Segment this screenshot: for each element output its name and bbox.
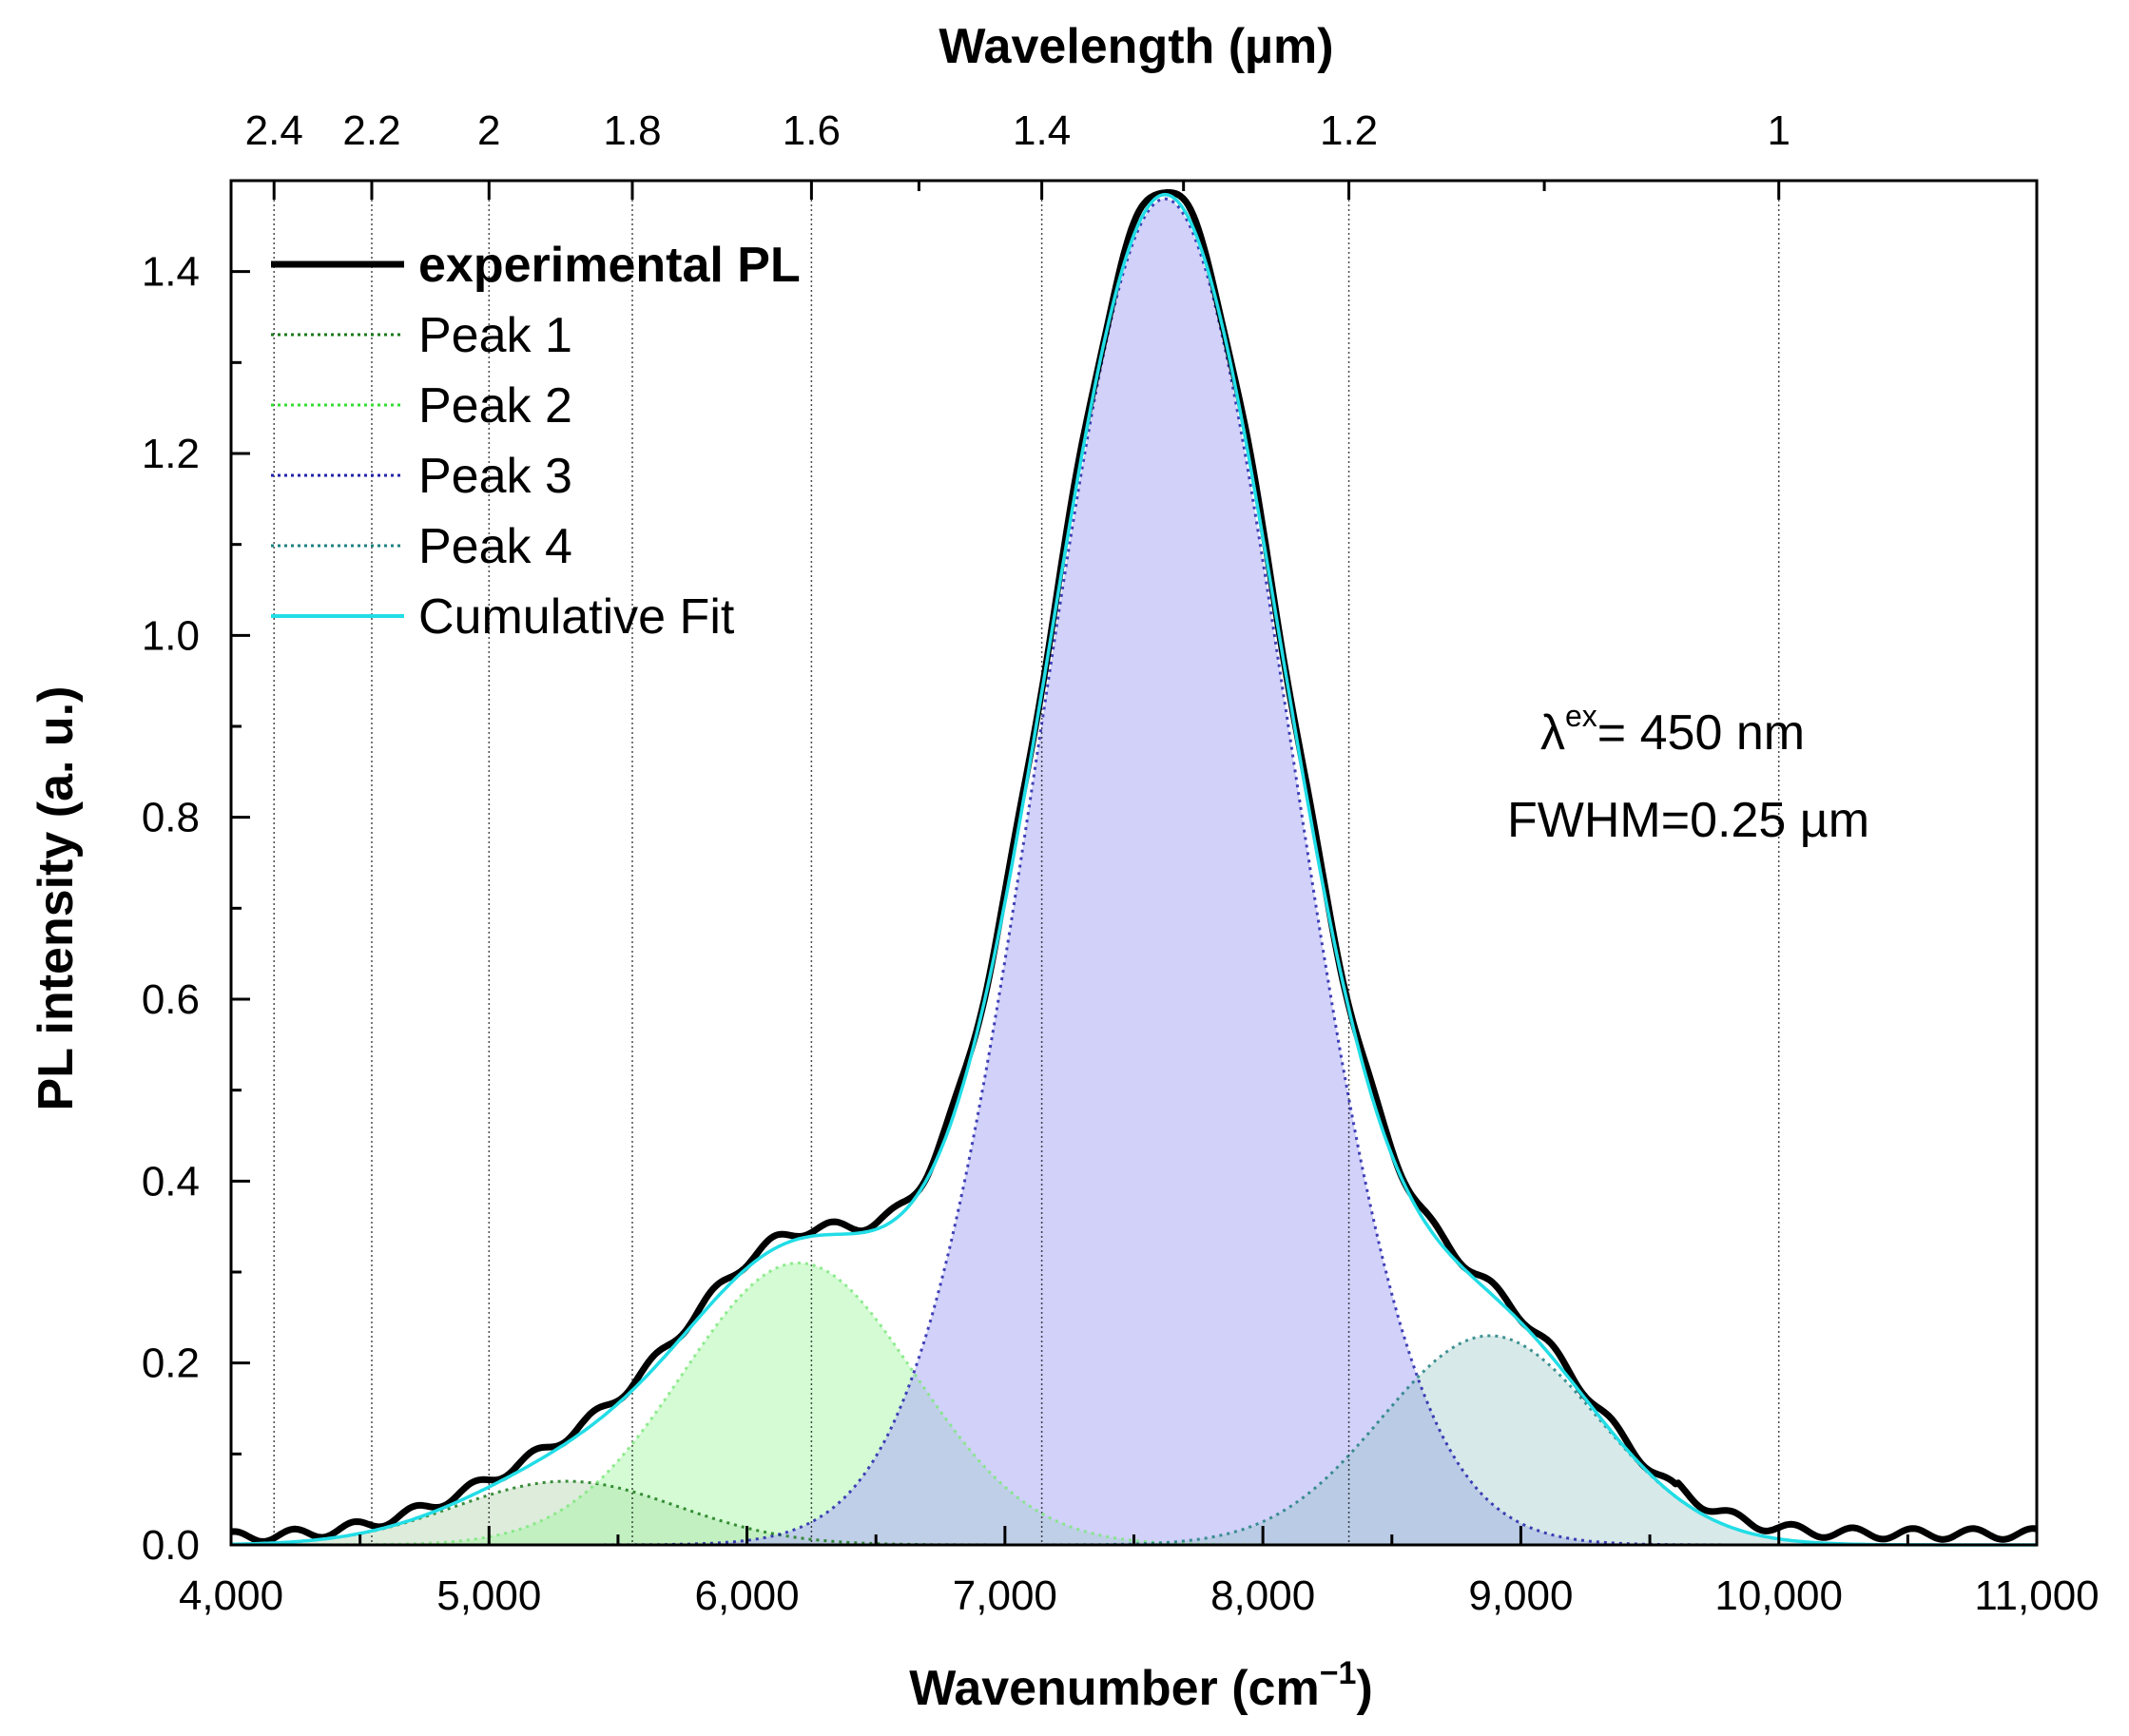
series-cumulative-fit xyxy=(231,192,2037,1547)
x-tick-label: 9,000 xyxy=(1468,1572,1573,1619)
x-axis-title: Wavenumber (cm−1) xyxy=(909,1655,1373,1716)
y-tick-label: 0.2 xyxy=(142,1341,200,1387)
y-tick-label: 1.4 xyxy=(142,249,200,296)
series-experimental-pl xyxy=(230,188,2038,1545)
y-axis-title: PL intensity (a. u.) xyxy=(29,686,84,1111)
fwhm-annotation: FWHM=0.25 µm xyxy=(1507,793,1869,848)
top-tick-label: 1 xyxy=(1767,107,1790,154)
fill-peak-2 xyxy=(231,1263,2037,1545)
x-tick-label: 4,000 xyxy=(179,1572,283,1619)
y-tick-label: 0.0 xyxy=(142,1522,200,1569)
top-axis-title: Wavelength (µm) xyxy=(939,19,1333,74)
y-tick-label: 1.0 xyxy=(142,612,200,659)
legend-label-experimental-pl: experimental PL xyxy=(418,238,801,293)
wavelength-gridlines xyxy=(273,181,1780,1545)
legend-label-peak-1: Peak 1 xyxy=(418,308,572,363)
y-tick-label: 0.4 xyxy=(142,1158,200,1205)
legend-label-peak-3: Peak 3 xyxy=(418,449,572,504)
x-tick-label: 10,000 xyxy=(1714,1572,1843,1619)
top-tick-label: 1.6 xyxy=(783,107,841,154)
legend: experimental PL Peak 1 Peak 2 Peak 3 Peak 4 C… xyxy=(271,238,801,645)
top-tick-label: 1.8 xyxy=(603,107,661,154)
axis-tick-labels: 2.4 2.2 2 1.8 1.6 1.4 1.2 1 4,000 5,000 6,000 7,000… xyxy=(142,107,2100,1619)
top-tick-label: 1.4 xyxy=(1013,107,1071,154)
peak-fills xyxy=(231,199,2037,1546)
legend-label-peak-4: Peak 4 xyxy=(418,519,572,574)
excitation-wavelength-annotation: λex= 450 nm xyxy=(1540,699,1805,761)
y-tick-label: 1.2 xyxy=(142,431,200,477)
top-tick-label: 2.2 xyxy=(342,107,400,154)
y-tick-label: 0.8 xyxy=(142,795,200,841)
x-tick-label: 5,000 xyxy=(436,1572,541,1619)
y-tick-label: 0.6 xyxy=(142,976,200,1023)
x-tick-label: 8,000 xyxy=(1210,1572,1315,1619)
x-tick-label: 7,000 xyxy=(953,1572,1057,1619)
fill-peak-4 xyxy=(231,1336,2037,1545)
axis-ticks xyxy=(229,181,2039,1547)
x-tick-label: 11,000 xyxy=(1974,1572,2099,1619)
fill-peak-3 xyxy=(231,199,2037,1546)
top-tick-label: 1.2 xyxy=(1320,107,1378,154)
top-tick-label: 2.4 xyxy=(245,107,303,154)
fill-peak-1 xyxy=(231,1481,2037,1545)
legend-label-cumulative-fit: Cumulative Fit xyxy=(418,589,735,645)
x-tick-label: 6,000 xyxy=(695,1572,800,1619)
top-tick-label: 2 xyxy=(477,107,500,154)
legend-label-peak-2: Peak 2 xyxy=(418,378,572,434)
